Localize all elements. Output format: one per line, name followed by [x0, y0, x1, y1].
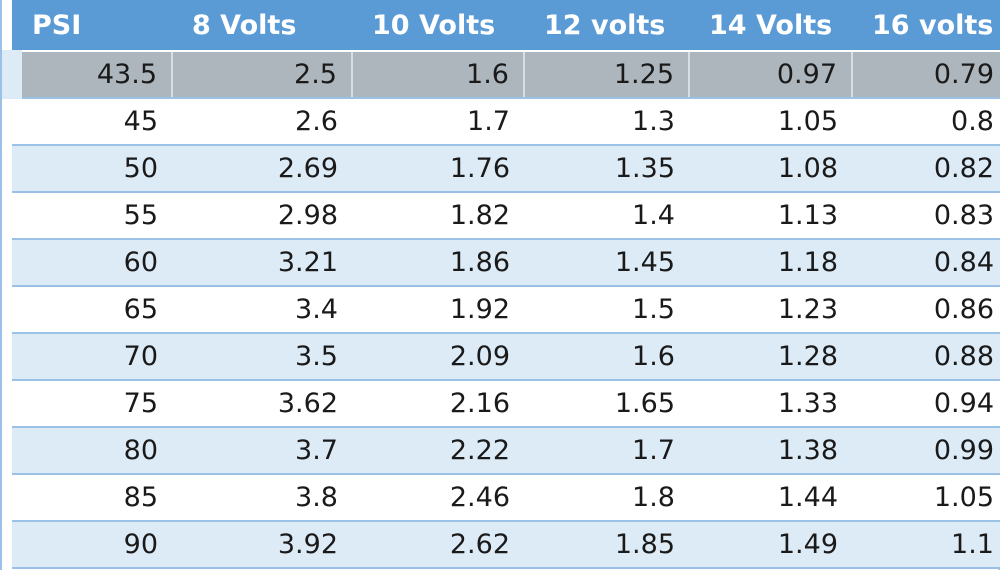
table-row: 80 3.7 2.22 1.7 1.38 0.99: [12, 427, 1000, 475]
cell-16-volts[interactable]: 0.8: [852, 98, 1000, 146]
cell-14-volts[interactable]: 0.97: [689, 51, 853, 99]
cell-8-volts[interactable]: 3.92: [172, 521, 352, 569]
cell-12-volts[interactable]: 1.3: [524, 98, 689, 146]
table-body: 43.5 2.5 1.6 1.25 0.97 0.79 45 2.6 1.7 1.3 1.05 0.8…: [2, 51, 1000, 569]
header-row: PSI 8 Volts 10 Volts 12 volts 14 Volts 1…: [12, 0, 1000, 52]
cell-psi[interactable]: 45: [12, 98, 172, 146]
table-row: 43.5 2.5 1.6 1.25 0.97 0.79: [2, 51, 1000, 99]
cell-12-volts[interactable]: 1.25: [524, 51, 690, 99]
cell-14-volts[interactable]: 1.38: [689, 427, 852, 475]
cell-12-volts[interactable]: 1.5: [524, 286, 689, 334]
cell-14-volts[interactable]: 1.05: [689, 98, 852, 146]
cell-16-volts[interactable]: 0.82: [852, 145, 1000, 193]
cell-12-volts[interactable]: 1.8: [524, 474, 689, 522]
table-row: 70 3.5 2.09 1.6 1.28 0.88: [12, 333, 1000, 381]
header-cell-psi[interactable]: PSI: [12, 0, 172, 52]
table-row: 60 3.21 1.86 1.45 1.18 0.84: [12, 239, 1000, 287]
table-row: 55 2.98 1.82 1.4 1.13 0.83: [12, 192, 1000, 240]
cell-8-volts[interactable]: 3.7: [172, 427, 352, 475]
cell-8-volts[interactable]: 2.69: [172, 145, 352, 193]
cell-psi[interactable]: 80: [12, 427, 172, 475]
cell-14-volts[interactable]: 1.28: [689, 333, 852, 381]
cell-12-volts[interactable]: 1.65: [524, 380, 689, 428]
cell-14-volts[interactable]: 1.33: [689, 380, 852, 428]
cell-16-volts[interactable]: 0.88: [852, 333, 1000, 381]
cell-10-volts[interactable]: 2.22: [352, 427, 524, 475]
cell-14-volts[interactable]: 1.23: [689, 286, 852, 334]
cell-16-volts[interactable]: 0.94: [852, 380, 1000, 428]
cell-psi[interactable]: 65: [12, 286, 172, 334]
cell-14-volts[interactable]: 1.49: [689, 521, 852, 569]
cell-psi[interactable]: 43.5: [2, 51, 173, 99]
header-cell-16-volts[interactable]: 16 volts: [852, 0, 1000, 52]
cell-10-volts[interactable]: 2.16: [352, 380, 524, 428]
cell-8-volts[interactable]: 3.62: [172, 380, 352, 428]
cell-8-volts[interactable]: 3.4: [172, 286, 352, 334]
cell-14-volts[interactable]: 1.18: [689, 239, 852, 287]
cell-16-volts[interactable]: 0.86: [852, 286, 1000, 334]
cell-10-volts[interactable]: 2.09: [352, 333, 524, 381]
cell-10-volts[interactable]: 2.46: [352, 474, 524, 522]
cell-psi[interactable]: 85: [12, 474, 172, 522]
cell-16-volts[interactable]: 0.99: [852, 427, 1000, 475]
cell-8-volts[interactable]: 2.6: [172, 98, 352, 146]
cell-14-volts[interactable]: 1.13: [689, 192, 852, 240]
cell-psi[interactable]: 90: [12, 521, 172, 569]
cell-psi[interactable]: 70: [12, 333, 172, 381]
table-row: 45 2.6 1.7 1.3 1.05 0.8: [12, 98, 1000, 146]
cell-12-volts[interactable]: 1.45: [524, 239, 689, 287]
cell-10-volts[interactable]: 1.86: [352, 239, 524, 287]
cell-psi[interactable]: 60: [12, 239, 172, 287]
cell-10-volts[interactable]: 2.62: [352, 521, 524, 569]
cell-12-volts[interactable]: 1.4: [524, 192, 689, 240]
table-header: PSI 8 Volts 10 Volts 12 volts 14 Volts 1…: [12, 0, 1000, 52]
cell-16-volts[interactable]: 0.84: [852, 239, 1000, 287]
header-cell-14-volts[interactable]: 14 Volts: [689, 0, 852, 52]
table-row: 75 3.62 2.16 1.65 1.33 0.94: [12, 380, 1000, 428]
cell-12-volts[interactable]: 1.6: [524, 333, 689, 381]
cell-psi[interactable]: 55: [12, 192, 172, 240]
cell-14-volts[interactable]: 1.44: [689, 474, 852, 522]
cell-16-volts[interactable]: 0.83: [852, 192, 1000, 240]
cell-12-volts[interactable]: 1.7: [524, 427, 689, 475]
cell-16-volts[interactable]: 0.79: [852, 51, 1000, 99]
cell-14-volts[interactable]: 1.08: [689, 145, 852, 193]
cell-10-volts[interactable]: 1.76: [352, 145, 524, 193]
table-row: 65 3.4 1.92 1.5 1.23 0.86: [12, 286, 1000, 334]
cell-10-volts[interactable]: 1.7: [352, 98, 524, 146]
table-row: 90 3.92 2.62 1.85 1.49 1.1: [12, 521, 1000, 569]
cell-12-volts[interactable]: 1.85: [524, 521, 689, 569]
cell-10-volts[interactable]: 1.82: [352, 192, 524, 240]
cell-8-volts[interactable]: 3.5: [172, 333, 352, 381]
header-cell-8-volts[interactable]: 8 Volts: [172, 0, 352, 52]
table-row: 50 2.69 1.76 1.35 1.08 0.82: [12, 145, 1000, 193]
cell-8-volts[interactable]: 2.98: [172, 192, 352, 240]
cell-16-volts[interactable]: 1.1: [852, 521, 1000, 569]
cell-10-volts[interactable]: 1.92: [352, 286, 524, 334]
cell-16-volts[interactable]: 1.05: [852, 474, 1000, 522]
table-row: 85 3.8 2.46 1.8 1.44 1.05: [12, 474, 1000, 522]
cell-12-volts[interactable]: 1.35: [524, 145, 689, 193]
header-cell-10-volts[interactable]: 10 Volts: [352, 0, 524, 52]
header-cell-12-volts[interactable]: 12 volts: [524, 0, 689, 52]
cell-8-volts[interactable]: 2.5: [172, 51, 353, 99]
cell-psi[interactable]: 50: [12, 145, 172, 193]
cell-psi[interactable]: 75: [12, 380, 172, 428]
cell-10-volts[interactable]: 1.6: [352, 51, 525, 99]
cell-8-volts[interactable]: 3.8: [172, 474, 352, 522]
cell-8-volts[interactable]: 3.21: [172, 239, 352, 287]
